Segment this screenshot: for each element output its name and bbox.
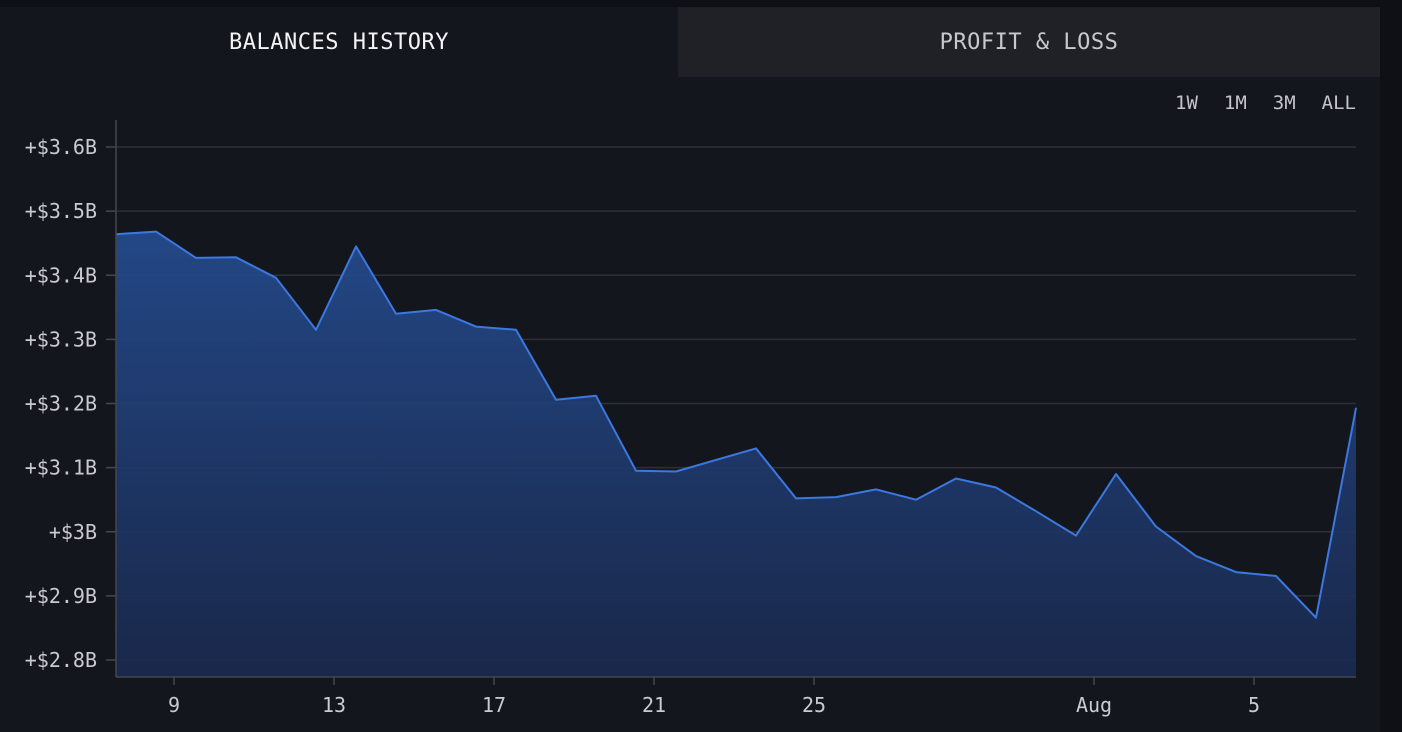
data-point (1195, 555, 1197, 557)
data-point (315, 329, 317, 331)
x-tick-label: 5 (1248, 693, 1260, 717)
tab-balances-history[interactable]: BALANCES HISTORY (0, 7, 678, 77)
data-point (1155, 526, 1157, 528)
data-point (875, 488, 877, 491)
time-range-selector: 1W 1M 3M ALL (1175, 92, 1356, 114)
y-tick-label: +$3.4B (25, 263, 97, 287)
data-point (835, 496, 837, 498)
x-tick-label: 21 (642, 693, 666, 717)
data-point (635, 470, 637, 472)
range-3m-button[interactable]: 3M (1272, 92, 1296, 114)
data-point (795, 497, 797, 500)
data-point (435, 309, 437, 311)
data-point (515, 329, 517, 331)
tab-bar: BALANCES HISTORY PROFIT & LOSS (0, 7, 1380, 77)
data-point (155, 231, 157, 233)
y-tick-label: +$2.9B (25, 584, 97, 608)
data-point (275, 277, 277, 279)
y-tick-label: +$2.8B (25, 648, 97, 672)
data-point (555, 399, 557, 401)
data-point (475, 325, 477, 328)
x-tick-label: 9 (168, 693, 180, 717)
data-point (1035, 510, 1037, 512)
data-point (355, 245, 357, 247)
range-all-button[interactable]: ALL (1321, 92, 1356, 114)
data-point (1355, 407, 1357, 409)
data-point (235, 256, 237, 258)
tab-profit-and-loss[interactable]: PROFIT & LOSS (678, 7, 1380, 77)
area-layer (115, 230, 1357, 677)
y-tick-label: +$3.3B (25, 327, 97, 351)
data-point (995, 486, 997, 489)
x-axis-ticks: 9 13 17 21 25 Aug 5 (168, 677, 1260, 717)
data-point (395, 313, 397, 315)
series-line (115, 230, 1357, 619)
data-point (1235, 571, 1237, 573)
range-1w-button[interactable]: 1W (1175, 92, 1198, 114)
axes (115, 120, 1356, 678)
data-point (755, 447, 757, 449)
data-point (1315, 617, 1317, 619)
data-point (715, 459, 717, 461)
data-point (1075, 534, 1077, 537)
y-tick-label: +$3.6B (25, 135, 97, 159)
y-axis-ticks: +$3.6B +$3.5B +$3.4B +$3.3B +$3.2B +$3.1B +$3B… (25, 135, 116, 672)
y-tick-label: +$3.5B (25, 199, 97, 223)
y-tick-label: +$3B (49, 520, 97, 544)
x-tick-label: 17 (482, 693, 506, 717)
x-tick-label: Aug (1076, 693, 1112, 717)
data-point (955, 477, 957, 480)
data-point (915, 499, 917, 501)
data-point (595, 395, 597, 397)
data-point (675, 470, 677, 473)
data-point (1275, 575, 1277, 577)
y-tick-label: +$3.2B (25, 392, 97, 416)
data-point (1115, 473, 1117, 475)
x-tick-label: 25 (802, 693, 826, 717)
panel-edge (1380, 0, 1402, 732)
x-tick-label: 13 (322, 693, 346, 717)
y-tick-label: +$3.1B (25, 456, 97, 480)
data-point (195, 257, 197, 259)
range-1m-button[interactable]: 1M (1223, 92, 1247, 114)
